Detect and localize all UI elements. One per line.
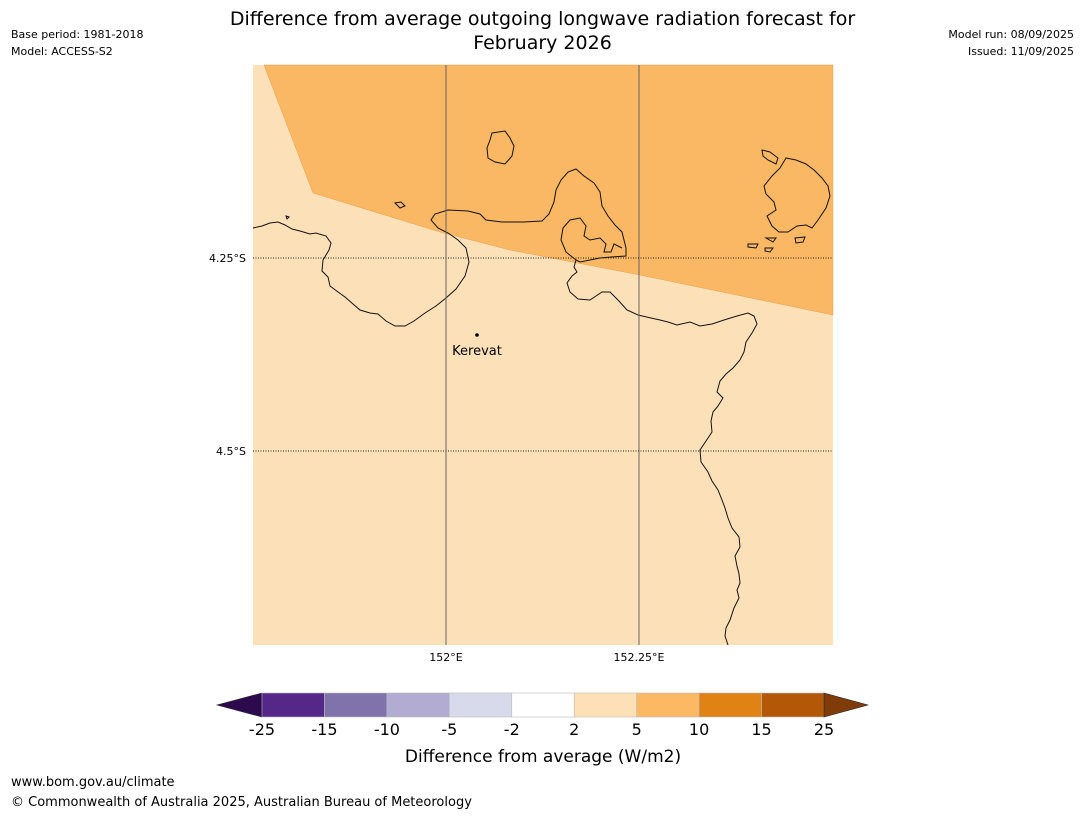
map-title: Difference from average outgoing longwav… bbox=[180, 7, 905, 55]
lon-label-152-25: 152.25°E bbox=[614, 651, 665, 664]
islet-west bbox=[285, 215, 290, 220]
issued-text: Issued: 11/09/2025 bbox=[967, 45, 1074, 58]
colorbar-tick-label: -25 bbox=[249, 720, 275, 739]
lat-label-4-5: 4.5°S bbox=[216, 445, 246, 458]
lat-label-4-25: 4.25°S bbox=[209, 252, 246, 265]
colorbar-label: Difference from average (W/m2) bbox=[405, 747, 681, 767]
map: Kerevat 4.25°S 4.5°S 152°E 152.25°E bbox=[209, 64, 834, 664]
colorbar-segment bbox=[761, 692, 825, 718]
colorbar-extend-low bbox=[215, 692, 263, 718]
colorbar-tick-label: -2 bbox=[504, 720, 520, 739]
island-north bbox=[486, 130, 515, 165]
colorbar-tick-label: 10 bbox=[689, 720, 709, 739]
colorbar-segment bbox=[261, 692, 325, 718]
colorbar-tick-label: 25 bbox=[814, 720, 834, 739]
model-run-text: Model run: 08/09/2025 bbox=[948, 28, 1074, 41]
coastlines bbox=[252, 130, 831, 646]
title-line-2: February 2026 bbox=[473, 32, 612, 54]
metadata-left: Base period: 1981-2018 Model: ACCESS-S2 bbox=[11, 26, 143, 60]
colorbar-tick-label: -15 bbox=[311, 720, 337, 739]
coastline-inlet bbox=[560, 217, 623, 261]
graticule bbox=[253, 65, 833, 645]
lon-label-152: 152°E bbox=[429, 651, 462, 664]
title-line-1: Difference from average outgoing longwav… bbox=[229, 8, 856, 30]
colorbar-segment bbox=[698, 692, 762, 718]
colorbar-segment bbox=[573, 692, 637, 718]
footer-url[interactable]: www.bom.gov.au/climate bbox=[11, 775, 175, 790]
colorbar-segment bbox=[449, 692, 513, 718]
kerevat-label: Kerevat bbox=[452, 344, 502, 359]
colorbar-tick-label: 5 bbox=[632, 720, 642, 739]
model-text: Model: ACCESS-S2 bbox=[11, 45, 113, 58]
duke-of-york-islands bbox=[747, 149, 831, 253]
island-small-west bbox=[393, 201, 406, 209]
colorbar-tick-label: -10 bbox=[374, 720, 400, 739]
colorbar-segment bbox=[386, 692, 450, 718]
metadata-right: Model run: 08/09/2025 Issued: 11/09/2025 bbox=[948, 26, 1074, 60]
footer-copyright: © Commonwealth of Australia 2025, Austra… bbox=[11, 795, 472, 810]
base-period-text: Base period: 1981-2018 bbox=[11, 28, 144, 41]
colorbar-tick-label: -5 bbox=[441, 720, 457, 739]
colorbar-segment bbox=[511, 692, 575, 718]
kerevat-marker bbox=[475, 333, 479, 337]
colorbar-segment bbox=[324, 692, 388, 718]
colorbar-extend-high bbox=[823, 692, 870, 718]
coastline-gazelle-peninsula bbox=[252, 168, 758, 646]
colorbar-segment bbox=[636, 692, 700, 718]
colorbar-tick-label: 2 bbox=[569, 720, 579, 739]
colorbar-tick-label: 15 bbox=[751, 720, 771, 739]
colorbar-segments: -25 -15 -10 -5 -2 2 5 10 15 25 bbox=[215, 692, 870, 739]
